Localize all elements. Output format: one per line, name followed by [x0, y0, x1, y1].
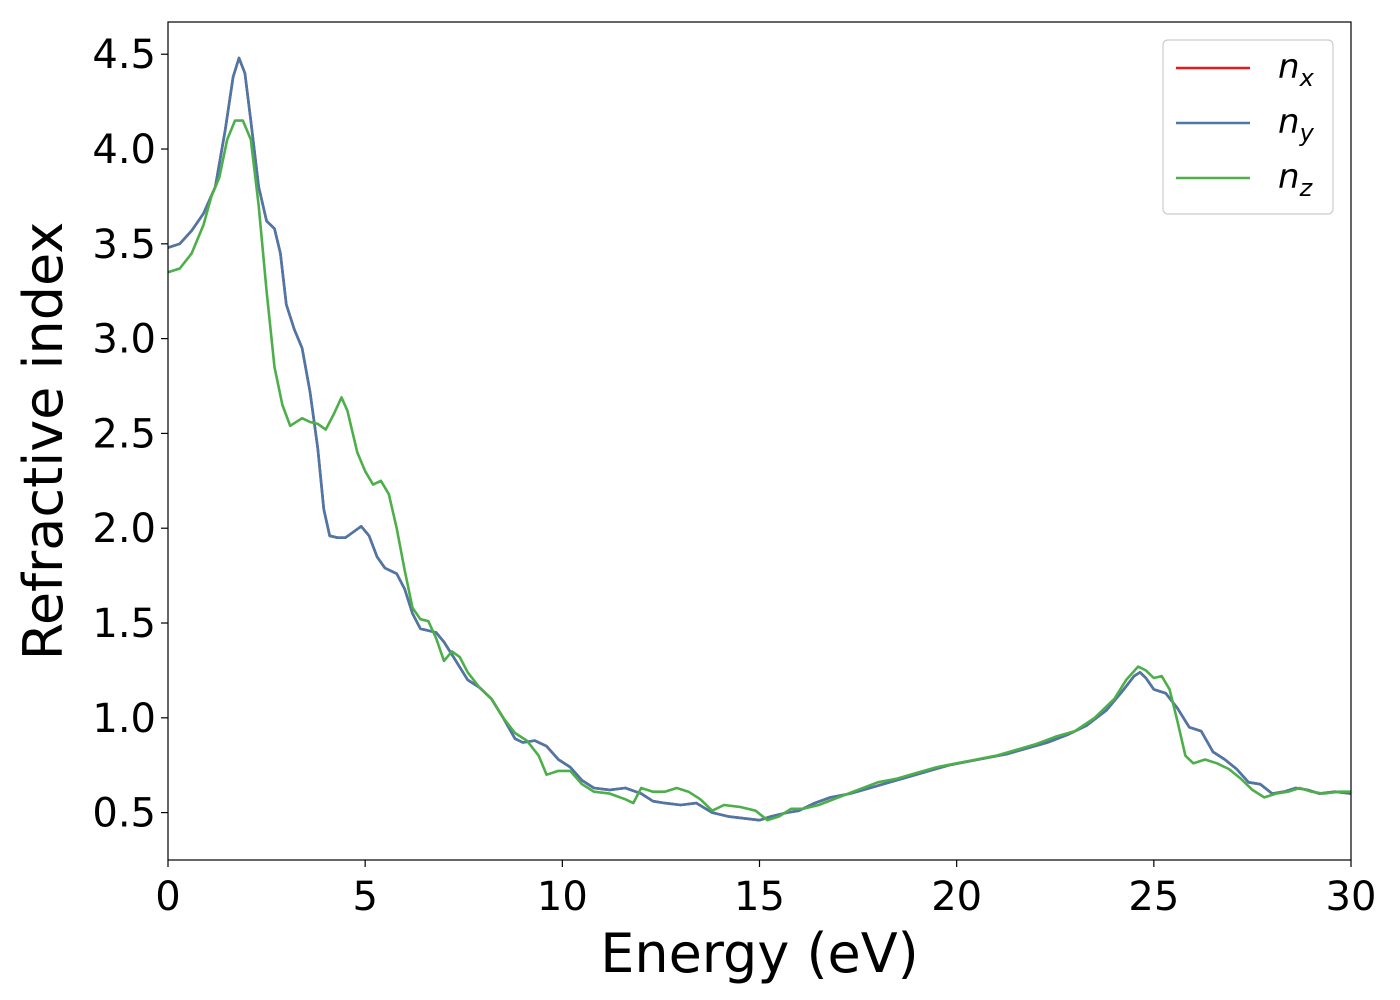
series-line-nz	[168, 119, 1351, 822]
y-tick-label: 1.5	[92, 601, 156, 647]
x-tick-label: 5	[352, 874, 377, 920]
x-axis-title: Energy (eV)	[600, 922, 919, 985]
x-tick-label: 10	[537, 874, 588, 920]
y-tick-label: 2.5	[92, 411, 156, 457]
series-layer	[168, 56, 1351, 822]
y-tick-label: 0.5	[92, 791, 156, 837]
x-axis-ticks: 0 5 10 15 20 25 30	[155, 860, 1376, 920]
y-tick-label: 2.0	[92, 506, 156, 552]
y-tick-label: 3.5	[92, 222, 156, 268]
x-tick-label: 30	[1326, 874, 1377, 920]
y-axis-ticks: 0.5 1.0 1.5 2.0 2.5 3.0 3.5 4.0 4.5	[92, 32, 168, 837]
legend-label-nx: nx	[1278, 47, 1315, 92]
legend-box	[1162, 39, 1334, 215]
x-tick-label: 20	[931, 874, 982, 920]
series-line-ny	[168, 56, 1351, 822]
y-tick-label: 4.5	[92, 32, 156, 78]
y-axis-title: Refractive index	[12, 222, 75, 661]
x-tick-label: 0	[155, 874, 180, 920]
x-tick-label: 25	[1128, 874, 1179, 920]
x-tick-label: 15	[734, 874, 785, 920]
legend: nx ny nz	[1162, 39, 1334, 215]
y-tick-label: 1.0	[92, 696, 156, 742]
legend-label-ny: ny	[1278, 102, 1315, 147]
y-tick-label: 3.0	[92, 317, 156, 363]
y-tick-label: 4.0	[92, 127, 156, 173]
legend-label-nz: nz	[1278, 157, 1314, 202]
